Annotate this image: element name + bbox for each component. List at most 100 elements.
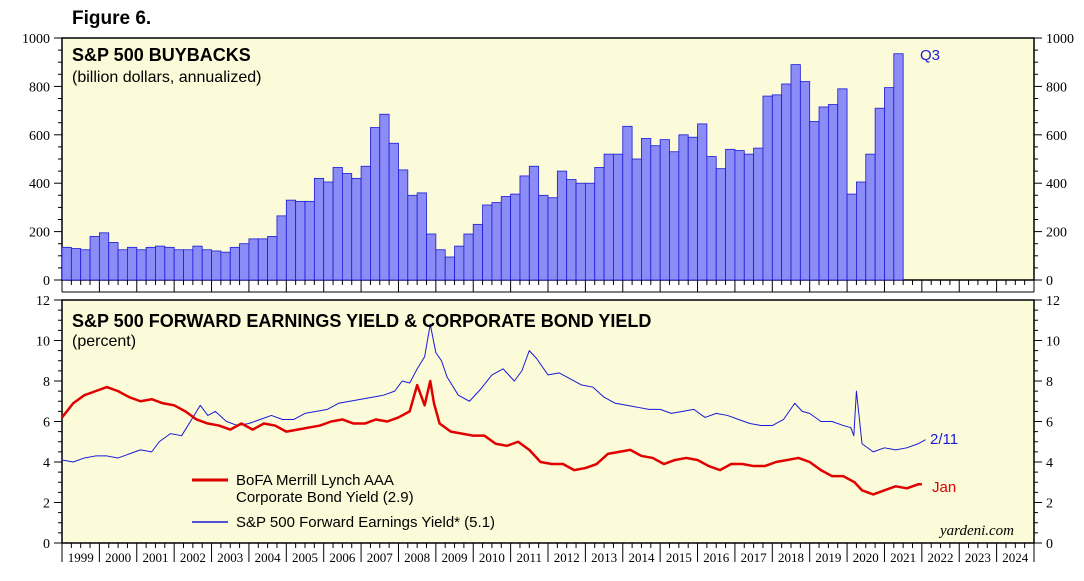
- y-tick-label-left: 600: [29, 129, 50, 144]
- buyback-bar: [762, 95, 773, 281]
- credit-yardeni: yardeni.com: [938, 523, 1014, 539]
- bottom-chart-title: S&P 500 FORWARD EARNINGS YIELD & CORPORA…: [72, 311, 651, 331]
- buyback-bar: [687, 136, 698, 281]
- buyback-bar: [884, 87, 895, 281]
- buyback-bar: [117, 249, 128, 281]
- y-tick-label-left: 0: [43, 537, 50, 552]
- bottom-panel-background: [61, 299, 1035, 544]
- buyback-bar: [799, 81, 811, 281]
- buyback-bar: [360, 165, 371, 281]
- y-tick-label-left: 200: [29, 226, 50, 241]
- y-tick-label-left: 1000: [22, 32, 50, 47]
- buyback-bar: [641, 138, 652, 281]
- buyback-bar: [613, 153, 624, 281]
- buyback-bar: [267, 236, 278, 281]
- y-tick-label-right: 800: [1046, 80, 1067, 95]
- y-tick-label-right: 1000: [1046, 32, 1074, 47]
- buyback-bar: [173, 249, 184, 281]
- buyback-bar: [183, 249, 194, 281]
- buyback-bar: [584, 182, 596, 281]
- x-tick-label-year: 2009: [442, 550, 468, 565]
- y-tick-label-right: 0: [1046, 537, 1053, 552]
- buyback-bar: [500, 196, 512, 281]
- buyback-bar: [781, 83, 792, 281]
- buyback-bar: [809, 121, 820, 281]
- earnings-yield-end-label: 2/11: [930, 431, 958, 448]
- buyback-bar: [304, 200, 315, 281]
- buyback-bar: [61, 246, 72, 281]
- buyback-bar: [416, 192, 427, 281]
- buyback-bar: [659, 139, 670, 281]
- x-tick-label-year: 2014: [628, 550, 655, 565]
- buyback-bar: [865, 153, 876, 281]
- x-tick-label-year: 2004: [255, 550, 282, 565]
- buyback-bar: [108, 242, 119, 281]
- legend-label-bond-yield-line2: Corporate Bond Yield (2.9): [236, 489, 414, 506]
- buyback-bar: [519, 175, 530, 281]
- bottom-chart-subtitle: (percent): [72, 333, 136, 350]
- y-tick-label-left: 800: [29, 80, 50, 95]
- x-tick-label-year: 2021: [890, 550, 916, 565]
- buyback-bar: [220, 251, 231, 281]
- buybacks-bars: [61, 53, 904, 281]
- buyback-bar: [743, 153, 755, 281]
- y-tick-label-right: 10: [1046, 335, 1060, 350]
- buyback-bar: [80, 249, 91, 281]
- x-tick-label-year: 1999: [68, 550, 94, 565]
- x-tick-label-year: 2006: [329, 550, 356, 565]
- top-chart-title: S&P 500 BUYBACKS: [72, 45, 251, 65]
- buyback-bar: [398, 169, 409, 281]
- x-tick-label-year: 2015: [666, 550, 692, 565]
- buyback-bar: [594, 167, 605, 281]
- buyback-bar: [211, 250, 222, 281]
- top-chart-subtitle: (billion dollars, annualized): [72, 69, 261, 86]
- buyback-bar: [426, 233, 437, 281]
- buyback-bar: [201, 249, 212, 281]
- y-tick-label-right: 6: [1046, 416, 1053, 431]
- top-axis-ticks: 0 0 200 200 400 400 600 600 800 800 1000 1000: [22, 32, 1074, 289]
- buyback-bar: [482, 204, 493, 281]
- x-axis-years: 1999 2000 2001 2002 2003 2004 2005 2006 2007 2008…: [61, 280, 1035, 565]
- x-tick-label-year: 2011: [517, 550, 543, 565]
- y-tick-label-right: 8: [1046, 375, 1053, 390]
- x-tick-label-year: 2003: [217, 550, 243, 565]
- buyback-bar: [379, 113, 390, 281]
- x-tick-label-year: 2005: [292, 550, 318, 565]
- y-tick-label-left: 6: [43, 416, 50, 431]
- buyback-bar: [229, 246, 240, 281]
- buyback-bar: [370, 127, 381, 281]
- buyback-bar: [650, 145, 661, 281]
- y-tick-label-right: 0: [1046, 274, 1053, 289]
- buyback-bar: [239, 243, 250, 281]
- y-tick-label-left: 400: [29, 177, 50, 192]
- y-tick-label-left: 12: [36, 294, 50, 309]
- y-tick-label-left: 0: [43, 274, 50, 289]
- figure-title: Figure 6.: [72, 8, 152, 29]
- y-tick-label-right: 12: [1046, 294, 1060, 309]
- series-line-earnings-yield: [61, 323, 926, 463]
- x-tick-label-year: 2001: [142, 550, 168, 565]
- buyback-bar: [407, 194, 418, 281]
- buyback-bar: [575, 182, 586, 281]
- y-tick-label-right: 200: [1046, 226, 1067, 241]
- buyback-bar: [528, 165, 540, 281]
- buyback-bar: [669, 151, 680, 281]
- y-tick-label-left: 10: [36, 335, 50, 350]
- buyback-bar: [454, 245, 465, 281]
- buyback-bar: [257, 238, 269, 281]
- buyback-bar: [463, 233, 474, 281]
- x-tick-label-year: 2019: [815, 550, 841, 565]
- buyback-bar: [893, 53, 904, 281]
- bond-yield-end-label: Jan: [932, 479, 956, 496]
- y-tick-label-left: 4: [43, 456, 50, 471]
- buyback-bar: [566, 179, 577, 281]
- buyback-bar: [472, 223, 483, 281]
- buyback-bar: [285, 199, 297, 281]
- buyback-bar: [827, 104, 839, 281]
- buyback-bar: [790, 64, 801, 281]
- legend-label-earnings-yield: S&P 500 Forward Earnings Yield* (5.1): [236, 514, 495, 531]
- buyback-bar: [556, 170, 568, 281]
- buyback-bar: [313, 177, 325, 281]
- buyback-bar: [145, 246, 156, 281]
